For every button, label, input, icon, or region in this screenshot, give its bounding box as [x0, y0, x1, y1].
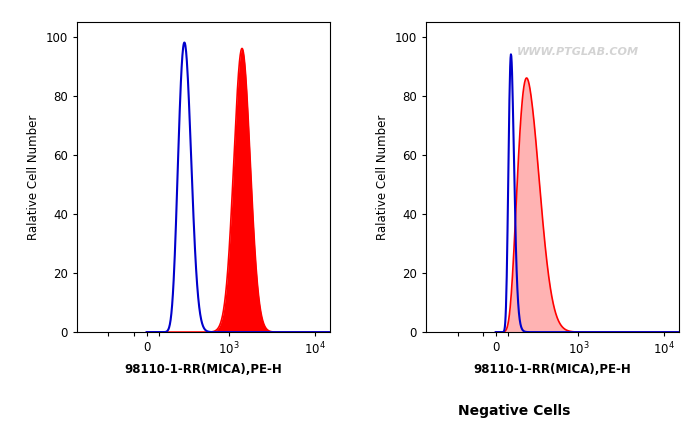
- Y-axis label: Ralative Cell Number: Ralative Cell Number: [27, 114, 40, 239]
- X-axis label: 98110-1-RR(MICA),PE-H: 98110-1-RR(MICA),PE-H: [474, 363, 631, 376]
- Text: WWW.PTGLAB.COM: WWW.PTGLAB.COM: [517, 47, 639, 57]
- Y-axis label: Ralative Cell Number: Ralative Cell Number: [376, 114, 389, 239]
- Text: Negative Cells: Negative Cells: [458, 404, 570, 418]
- X-axis label: 98110-1-RR(MICA),PE-H: 98110-1-RR(MICA),PE-H: [125, 363, 282, 376]
